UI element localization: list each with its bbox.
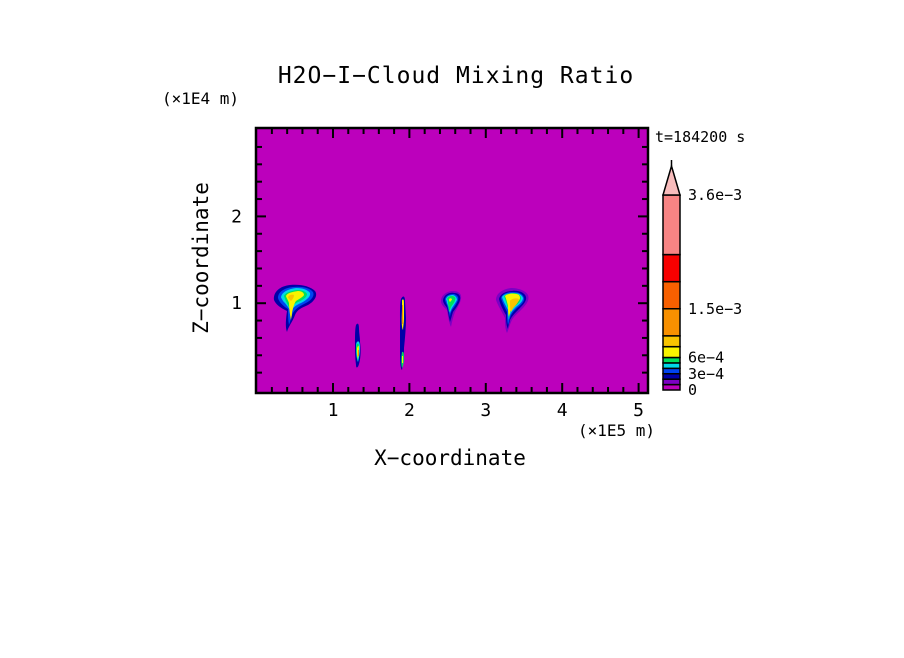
x-axis-unit-label: (×1E5 m) bbox=[578, 421, 655, 440]
x-tick-label: 5 bbox=[633, 400, 644, 421]
y-axis-unit-label: (×1E4 m) bbox=[162, 89, 239, 108]
cloud-4-contour bbox=[449, 298, 452, 302]
colorbar-segment bbox=[662, 335, 681, 348]
x-axis-title: X−coordinate bbox=[374, 446, 526, 470]
colorbar-label: 1.5e−3 bbox=[688, 300, 742, 318]
x-tick-label: 3 bbox=[480, 400, 491, 421]
cloud-5-contour bbox=[510, 298, 519, 312]
colorbar-apex bbox=[661, 163, 682, 196]
cloud-3-contour bbox=[400, 296, 406, 370]
plot-title: H2O−I−Cloud Mixing Ratio bbox=[278, 63, 634, 89]
colorbar-segment bbox=[662, 253, 681, 283]
colorbar-segment bbox=[662, 362, 681, 370]
colorbar-segment bbox=[662, 378, 681, 386]
tick-marks bbox=[257, 129, 647, 392]
colorbar-segment bbox=[662, 383, 681, 391]
x-tick-label: 2 bbox=[404, 400, 415, 421]
colorbar-segment bbox=[662, 308, 681, 337]
colorbar bbox=[661, 160, 682, 391]
x-axis-tick-labels: 1 2 3 4 5 bbox=[328, 400, 644, 421]
colorbar-segment bbox=[662, 280, 681, 310]
colorbar-segment bbox=[662, 356, 681, 364]
colorbar-labels: 3.6e−3 1.5e−3 6e−43e−40 bbox=[688, 186, 742, 399]
colorbar-label: 3.6e−3 bbox=[688, 186, 742, 204]
y-tick-label: 1 bbox=[231, 293, 242, 314]
colorbar-segment bbox=[662, 194, 681, 256]
y-axis-tick-labels: 12 bbox=[231, 206, 242, 314]
cloud-2-contour bbox=[358, 350, 359, 356]
colorbar-label: 6e−4 bbox=[688, 349, 724, 367]
cloud-3-contour bbox=[402, 305, 403, 324]
x-tick-label: 4 bbox=[557, 400, 568, 421]
plot-area-field bbox=[256, 128, 648, 393]
cloud-features-layer bbox=[273, 284, 529, 370]
cloud-1-contour bbox=[288, 294, 294, 301]
colorbar-segment bbox=[662, 367, 681, 375]
colorbar-segment bbox=[662, 345, 681, 359]
colorbar-label: 3e−4 bbox=[688, 365, 724, 383]
colorbar-segment bbox=[662, 373, 681, 380]
plot-border bbox=[254, 126, 650, 395]
cloud-3-contour bbox=[402, 356, 403, 363]
colorbar-label: 0 bbox=[688, 381, 697, 399]
x-tick-label: 1 bbox=[328, 400, 339, 421]
y-axis-title: Z−coordinate bbox=[189, 182, 213, 334]
time-annotation: t=184200 s bbox=[655, 128, 745, 146]
y-tick-label: 2 bbox=[231, 206, 242, 227]
